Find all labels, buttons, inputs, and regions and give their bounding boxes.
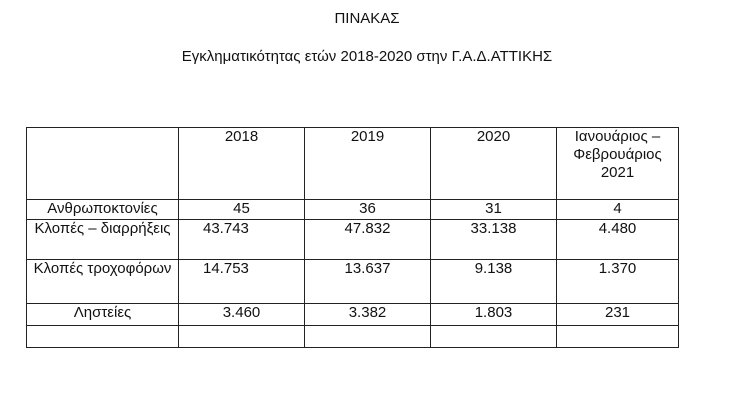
row-label: Ληστείες [26, 303, 179, 326]
document-title: ΠΙΝΑΚΑΣ [334, 10, 400, 27]
table-header-cell: Ιανουάριος – Φεβρουάριος 2021 [556, 127, 679, 200]
table-cell: 45 [178, 199, 305, 220]
table-row-empty [26, 325, 679, 348]
row-label: Κλοπές τροχοφόρων [26, 259, 179, 304]
table-cell: 36 [304, 199, 431, 220]
table-cell: 14.753 [178, 259, 305, 304]
table-row: Ληστείες 3.460 3.382 1.803 231 [26, 303, 679, 326]
table-header-cell: 2020 [430, 127, 557, 200]
row-label [26, 325, 179, 348]
table-header-cell: 2018 [178, 127, 305, 200]
table-cell: 4 [556, 199, 679, 220]
table-header-row: 2018 2019 2020 Ιανουάριος – Φεβρουάριος … [26, 127, 679, 200]
row-label: Ανθρωποκτονίες [26, 199, 179, 220]
table-row: Κλοπές – διαρρήξεις 43.743 47.832 33.138… [26, 219, 679, 260]
table-cell: 31 [430, 199, 557, 220]
document-subtitle: Εγκληματικότητας ετών 2018-2020 στην Γ.Α… [181, 48, 553, 65]
table-row: Κλοπές τροχοφόρων 14.753 13.637 9.138 1.… [26, 259, 679, 304]
table-cell: 4.480 [556, 219, 679, 260]
table-cell: 3.382 [304, 303, 431, 326]
table-cell: 43.743 [178, 219, 305, 260]
table-header-cell: 2019 [304, 127, 431, 200]
table-cell [178, 325, 305, 348]
table-cell: 9.138 [430, 259, 557, 304]
table-cell: 1.370 [556, 259, 679, 304]
table-cell [556, 325, 679, 348]
table-cell [430, 325, 557, 348]
table-cell [304, 325, 431, 348]
table-row: Ανθρωποκτονίες 45 36 31 4 [26, 199, 679, 220]
table-cell: 47.832 [304, 219, 431, 260]
table-cell: 13.637 [304, 259, 431, 304]
row-label: Κλοπές – διαρρήξεις [26, 219, 179, 260]
table-cell: 33.138 [430, 219, 557, 260]
table-cell: 1.803 [430, 303, 557, 326]
crime-statistics-table: 2018 2019 2020 Ιανουάριος – Φεβρουάριος … [26, 127, 679, 348]
table-header-cell [26, 127, 179, 200]
table-cell: 3.460 [178, 303, 305, 326]
table-cell: 231 [556, 303, 679, 326]
